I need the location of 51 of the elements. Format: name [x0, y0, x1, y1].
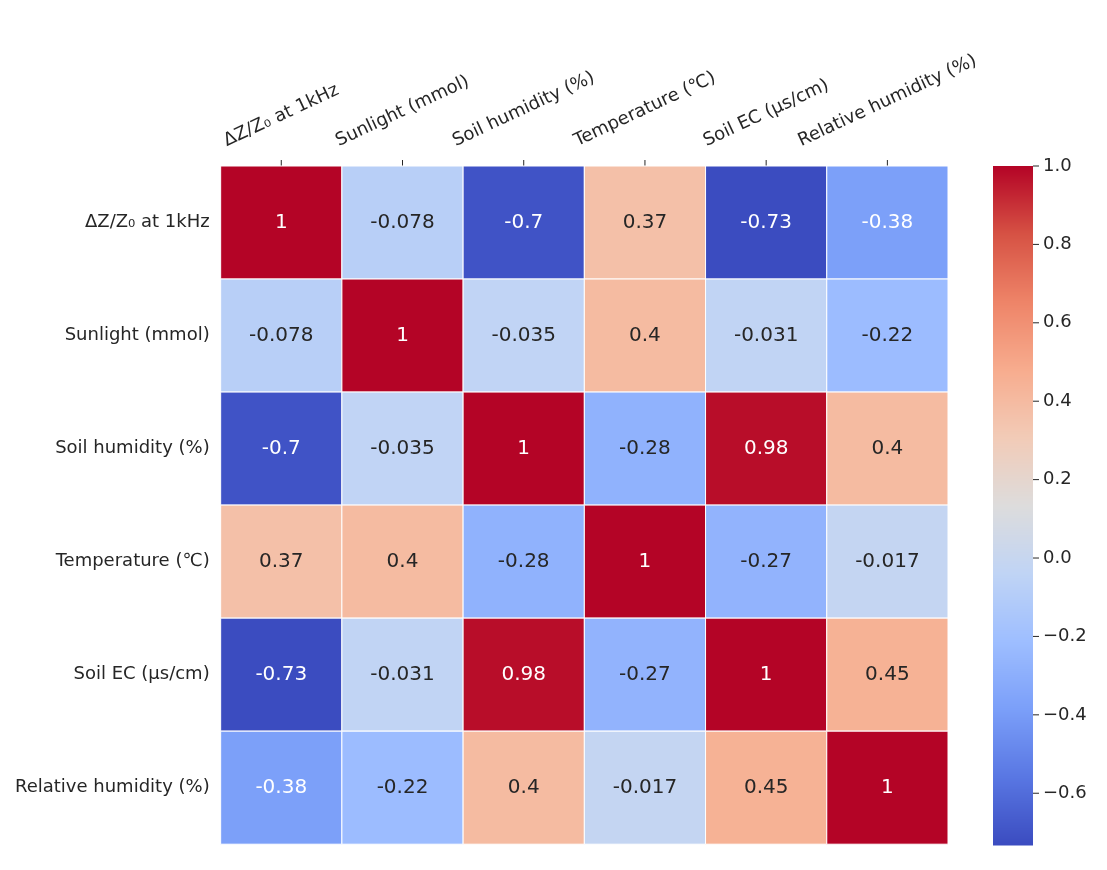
- data-label: -0.38: [255, 773, 308, 798]
- color-bar-label: −0.4: [1043, 702, 1087, 724]
- data-label: -0.7: [504, 208, 544, 233]
- data-label: 0.98: [501, 660, 546, 685]
- data-label: -0.28: [619, 434, 671, 459]
- y-tick-label: Relative humidity (%): [15, 775, 210, 797]
- data-label: -0.035: [491, 321, 556, 346]
- data-label: 1: [638, 547, 652, 572]
- data-label: 1: [759, 660, 773, 685]
- data-label: -0.73: [740, 208, 793, 233]
- y-tick-label: Temperature (℃): [54, 549, 210, 571]
- data-label: 0.98: [743, 434, 789, 459]
- data-label: -0.031: [733, 321, 799, 346]
- color-bar-label: 0.8: [1043, 232, 1072, 254]
- color-bar-label: 0.2: [1043, 467, 1072, 489]
- y-tick-label: Soil EC (μs/cm): [73, 662, 210, 684]
- data-label: 0.4: [507, 773, 540, 798]
- data-label: 1: [517, 434, 531, 459]
- data-label: -0.27: [740, 547, 793, 572]
- data-label: 1: [881, 773, 894, 798]
- data-label: 0.45: [865, 660, 910, 685]
- color-bar-label: 0.4: [1043, 388, 1072, 410]
- data-label: -0.078: [370, 208, 435, 233]
- data-label: -0.031: [370, 660, 435, 685]
- data-label: -0.035: [370, 434, 435, 459]
- y-tick-label: ΔZ/Z₀ at 1kHz: [85, 210, 210, 232]
- data-label: -0.28: [497, 547, 550, 572]
- data-label: 0.45: [743, 773, 789, 798]
- data-label: -0.7: [261, 434, 301, 459]
- y-tick-label: Soil humidity (%): [55, 436, 210, 458]
- data-label: -0.017: [612, 773, 678, 798]
- color-bar-label: −0.2: [1043, 624, 1087, 646]
- data-label: -0.27: [619, 660, 671, 685]
- color-bar-label: 0.6: [1043, 310, 1072, 332]
- color-bar-label: −0.6: [1043, 780, 1087, 802]
- data-label: -0.22: [376, 773, 429, 798]
- data-label: -0.017: [855, 547, 920, 572]
- data-label: 0.4: [629, 321, 661, 346]
- data-label: -0.73: [255, 660, 308, 685]
- color-bar-label: 1.0: [1043, 153, 1072, 175]
- data-label: 0.4: [871, 434, 904, 459]
- data-label: -0.078: [249, 321, 314, 346]
- data-label: 0.37: [622, 208, 668, 233]
- data-label: 1: [274, 208, 288, 233]
- data-label: 0.4: [386, 547, 419, 572]
- data-label: 0.37: [259, 547, 304, 572]
- data-label: -0.38: [861, 208, 914, 233]
- color-bar-label: 0.0: [1043, 545, 1072, 567]
- data-label: -0.22: [861, 321, 914, 346]
- data-label: 1: [396, 321, 409, 346]
- y-tick-label: Sunlight (mmol): [64, 323, 210, 345]
